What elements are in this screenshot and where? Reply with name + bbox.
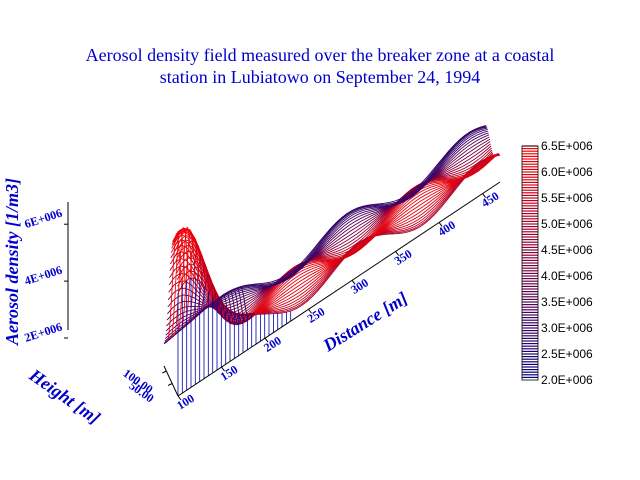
z-tick-label: 4E+006	[23, 263, 64, 288]
x-tick-label: 300	[348, 275, 371, 296]
x-tick-mark	[482, 193, 486, 198]
contour-line	[170, 151, 493, 323]
x-axis-label: Distance [m]	[319, 288, 411, 356]
contour-line	[165, 128, 488, 336]
cross-section-line	[198, 274, 214, 315]
x-tick-mark	[351, 280, 356, 285]
front-wall	[177, 278, 292, 396]
cross-section-line	[167, 233, 182, 342]
cross-section-line	[170, 229, 186, 339]
contour-line	[165, 130, 489, 332]
cross-section-line	[226, 292, 242, 326]
cross-section-line	[212, 301, 228, 314]
contour-line	[166, 132, 489, 327]
x-tick-mark	[308, 308, 312, 314]
x-tick-mark	[221, 366, 225, 372]
cross-section-line	[201, 284, 217, 312]
chart-title-line-1: Aerosol density field measured over the …	[85, 45, 555, 65]
x-tick-label: 400	[435, 218, 458, 239]
x-tick-mark	[264, 337, 269, 343]
x-tick-mark	[177, 395, 182, 401]
colorbar-tick-label: 6.5E+006	[541, 139, 593, 153]
colorbar-tick-label: 4.0E+006	[541, 269, 593, 283]
colorbar-tick-label: 5.5E+006	[541, 191, 593, 205]
cross-section-line	[230, 290, 245, 326]
contour-line	[167, 136, 490, 315]
contour-line	[168, 143, 491, 314]
colorbar-tick-label: 2.5E+006	[541, 347, 593, 361]
y-tick-mark	[167, 383, 173, 386]
x-axis-line	[177, 181, 501, 397]
colorbar-tick-label: 5.0E+006	[541, 217, 593, 231]
chart-title-line-2: station in Lubiatowo on September 24, 19…	[159, 67, 481, 87]
colorbar-tick-label: 4.5E+006	[541, 243, 593, 257]
colorbar-frame	[521, 145, 539, 381]
y-axis-line	[163, 365, 179, 397]
cross-section-line	[191, 254, 207, 321]
x-tick-label: 250	[305, 304, 328, 325]
cross-section-line	[180, 230, 196, 330]
cross-section-line	[194, 264, 210, 318]
x-tick-label: 450	[479, 189, 502, 210]
colorbar-tick-label: 3.5E+006	[541, 295, 593, 309]
contour-line	[166, 134, 490, 321]
contour-line	[177, 153, 500, 316]
colorbar-tick-label: 2.0E+006	[541, 373, 593, 387]
y-axis-label: Height [m]	[25, 364, 104, 428]
cross-section-line	[177, 226, 193, 333]
colorbar: 6.5E+006 6.0E+006 5.5E+006 5.0E+006 4.5E+006…	[521, 139, 593, 387]
cross-section-line	[216, 299, 231, 319]
cross-section-line	[233, 288, 249, 325]
contour-line	[163, 125, 487, 345]
y-tick-mark	[162, 370, 167, 374]
surface-contours	[163, 125, 501, 345]
cross-section-line	[236, 287, 252, 323]
z-axis-label: Aerosol density [1/m3]	[2, 178, 22, 346]
x-tick-mark	[438, 222, 443, 227]
x-tick-mark	[395, 251, 399, 256]
cross-section-line	[173, 227, 189, 336]
z-tick-label: 2E+006	[23, 320, 64, 345]
colorbar-tick-label: 6.0E+006	[541, 165, 593, 179]
z-tick-label: 6E+006	[23, 206, 64, 231]
colorbar-tick-label: 3.0E+006	[541, 321, 593, 335]
x-tick-label: 350	[392, 247, 415, 268]
